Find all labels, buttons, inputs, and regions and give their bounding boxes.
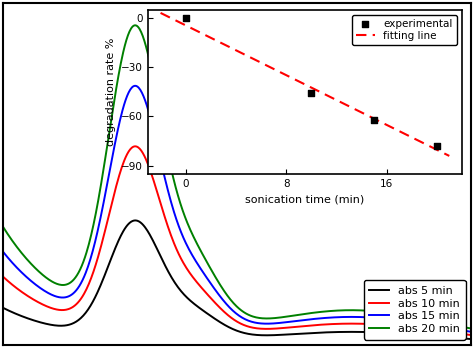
abs 10 min: [132, 144, 138, 148]
abs 15 min: [120, 106, 126, 110]
abs 20 min: [132, 23, 138, 27]
Line: abs 10 min: abs 10 min: [3, 146, 471, 335]
abs 10 min: [83, 289, 89, 293]
abs 5 min: [83, 311, 89, 315]
abs 10 min: [213, 301, 219, 305]
abs 20 min: [277, 316, 283, 320]
abs 10 min: [0, 274, 6, 278]
abs 5 min: [354, 330, 359, 334]
abs 15 min: [277, 321, 283, 325]
abs 15 min: [0, 249, 6, 253]
abs 15 min: [313, 317, 319, 321]
abs 5 min: [0, 306, 6, 310]
abs 20 min: [213, 275, 219, 279]
abs 5 min: [468, 337, 474, 341]
abs 10 min: [120, 161, 126, 165]
abs 5 min: [277, 333, 283, 337]
Line: abs 20 min: abs 20 min: [3, 25, 471, 329]
Legend: abs 5 min, abs 10 min, abs 15 min, abs 20 min: abs 5 min, abs 10 min, abs 15 min, abs 2…: [364, 280, 465, 340]
abs 10 min: [468, 333, 474, 337]
abs 20 min: [313, 310, 319, 315]
abs 5 min: [313, 331, 319, 335]
abs 20 min: [468, 326, 474, 331]
abs 15 min: [83, 271, 89, 275]
abs 20 min: [83, 253, 89, 257]
Line: abs 5 min: abs 5 min: [3, 220, 471, 339]
abs 15 min: [354, 315, 359, 319]
abs 15 min: [468, 330, 474, 334]
abs 20 min: [0, 224, 6, 229]
abs 20 min: [120, 50, 126, 54]
abs 5 min: [120, 229, 126, 234]
abs 5 min: [132, 218, 138, 222]
Line: abs 15 min: abs 15 min: [3, 86, 471, 332]
abs 15 min: [213, 288, 219, 292]
abs 10 min: [277, 326, 283, 330]
abs 5 min: [213, 317, 219, 321]
abs 10 min: [354, 322, 359, 326]
abs 20 min: [354, 308, 359, 313]
abs 15 min: [132, 84, 138, 88]
abs 10 min: [313, 323, 319, 327]
